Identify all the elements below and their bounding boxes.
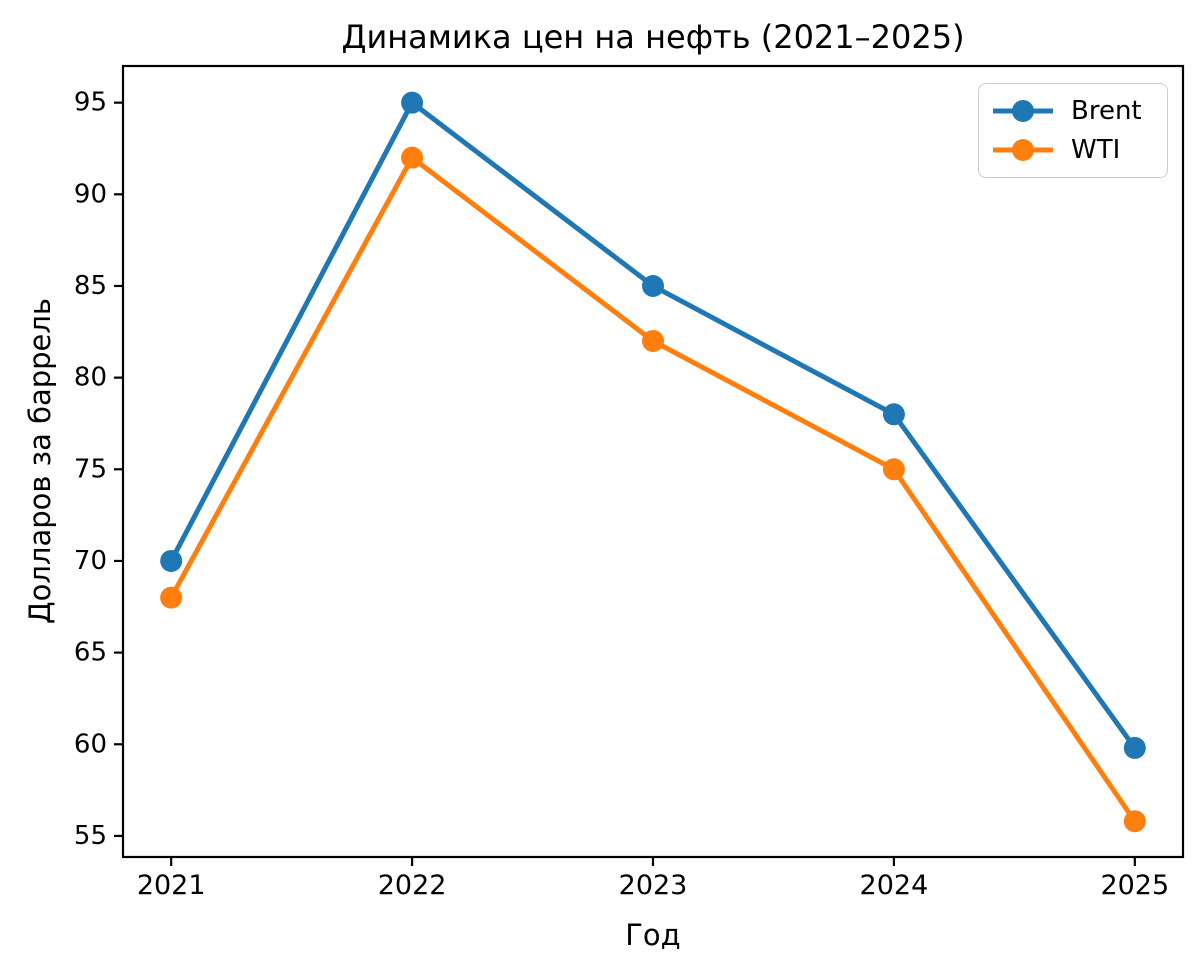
y-tick-label: 85 — [74, 271, 107, 301]
chart-title: Динамика цен на нефть (2021–2025) — [341, 18, 965, 56]
data-point-brent-2025 — [1123, 736, 1146, 759]
y-tick-label: 70 — [74, 546, 107, 576]
y-tick-label: 55 — [74, 821, 107, 851]
x-tick-label: 2024 — [860, 870, 929, 901]
y-axis-label: Долларов за баррель — [23, 297, 57, 625]
legend-item-brent: Brent — [991, 98, 1155, 124]
legend: Brent WTI — [978, 83, 1168, 178]
plot-frame — [121, 64, 1185, 859]
legend-marker-brent-icon — [993, 100, 1053, 123]
data-point-brent-2023 — [642, 274, 664, 297]
data-point-brent-2021 — [160, 549, 183, 572]
y-tick-label: 75 — [74, 454, 107, 484]
data-point-wti-2025 — [1123, 810, 1146, 833]
x-tick-label: 2021 — [137, 870, 206, 901]
data-point-brent-2022 — [401, 91, 424, 114]
data-point-wti-2024 — [882, 458, 905, 481]
y-tick-label: 95 — [74, 88, 107, 118]
x-tick-label: 2022 — [378, 870, 447, 901]
legend-label-wti: WTI — [1071, 134, 1121, 165]
x-tick-label: 2025 — [1100, 870, 1169, 901]
legend-item-wti: WTI — [991, 137, 1155, 163]
y-tick-label: 90 — [74, 179, 107, 209]
data-point-brent-2024 — [882, 403, 905, 426]
data-point-wti-2022 — [401, 146, 424, 169]
legend-marker-wti-icon — [993, 138, 1053, 161]
legend-label-brent: Brent — [1071, 96, 1142, 127]
y-tick-label: 60 — [74, 729, 107, 759]
data-point-wti-2021 — [160, 586, 183, 609]
x-axis-label: Год — [625, 918, 681, 952]
x-tick-label: 2023 — [619, 870, 688, 901]
plot-background — [123, 66, 1183, 857]
y-tick-label: 80 — [74, 363, 107, 393]
data-point-wti-2023 — [642, 329, 664, 352]
y-tick-label: 65 — [74, 638, 107, 668]
